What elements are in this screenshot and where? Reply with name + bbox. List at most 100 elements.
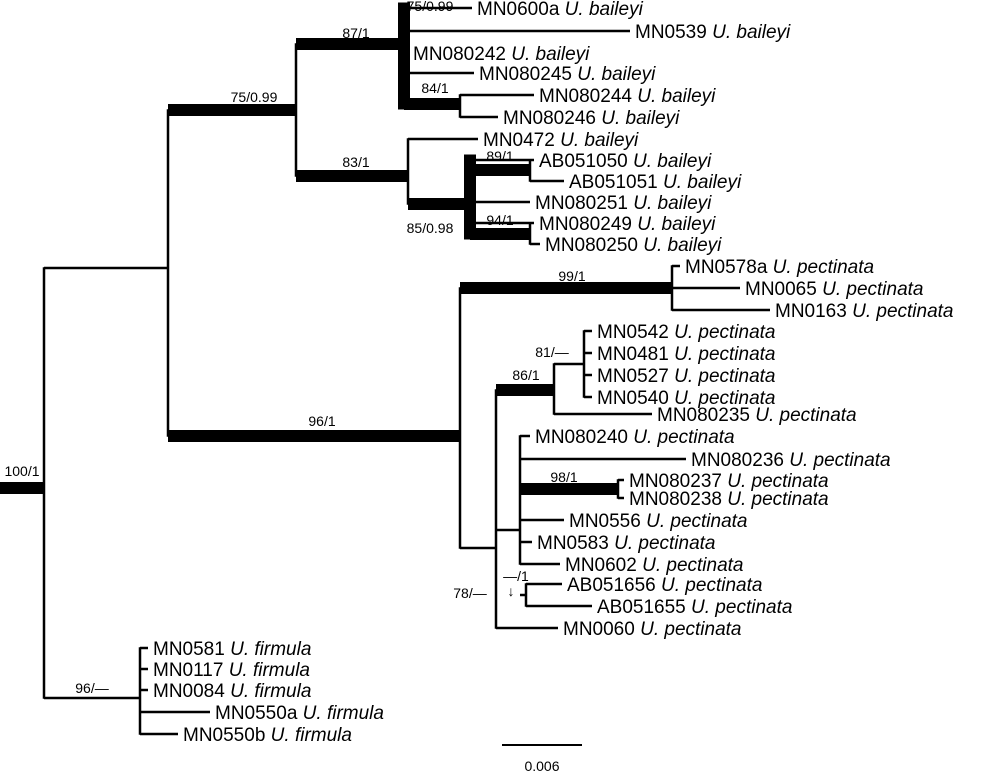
species-name: U. baileyi (663, 172, 742, 193)
tip-label: MN080251 U. baileyi (535, 193, 712, 214)
accession-id: MN080244 (539, 86, 637, 107)
accession-id: MN0583 (537, 533, 614, 554)
species-name: U. baileyi (601, 108, 680, 129)
species-name: U. pectinata (789, 450, 890, 471)
tip-label: MN0527 U. pectinata (597, 366, 776, 387)
species-name: U. baileyi (511, 44, 590, 65)
tip-label: MN0481 U. pectinata (597, 344, 776, 365)
species-name: U. pectinata (674, 366, 775, 387)
tip-label: MN080237 U. pectinata (629, 471, 829, 492)
support-value: 81/— (535, 344, 568, 360)
accession-id: MN0550a (215, 703, 303, 724)
accession-id: MN0481 (597, 344, 674, 365)
species-name: U. pectinata (822, 279, 923, 300)
support-value: 98/1 (550, 469, 577, 485)
tip-label: MN0084 U. firmula (153, 681, 311, 702)
species-name: U. firmula (230, 639, 311, 660)
species-name: U. pectinata (642, 555, 743, 576)
species-name: U. baileyi (565, 0, 644, 20)
species-name: U. pectinata (674, 344, 775, 365)
tip-label: MN080244 U. baileyi (539, 86, 716, 107)
scale-bar-label: 0.006 (524, 758, 559, 774)
tip-label: MN080245 U. baileyi (479, 64, 656, 85)
support-value: 96/1 (308, 413, 335, 429)
support-value: 100/1 (4, 463, 39, 479)
tip-label: MN080235 U. pectinata (657, 405, 857, 426)
tip-label: MN0117 U. firmula (153, 660, 310, 681)
support-value: 96/— (75, 680, 108, 696)
accession-id: MN0084 (153, 681, 230, 702)
support-value: —/1 (503, 568, 529, 584)
species-name: U. firmula (229, 660, 310, 681)
tip-label: MN0600a U. baileyi (477, 0, 644, 20)
tip-label: MN0578a U. pectinata (685, 257, 874, 278)
tip-label: MN080238 U. pectinata (629, 489, 829, 510)
accession-id: MN0527 (597, 366, 674, 387)
accession-id: MN0539 (635, 22, 712, 43)
accession-id: MN080240 (535, 427, 633, 448)
accession-id: MN080238 (629, 489, 727, 510)
tip-label: MN0556 U. pectinata (569, 511, 748, 532)
species-name: U. baileyi (577, 64, 656, 85)
accession-id: MN080249 (539, 214, 637, 235)
tip-label: MN0581 U. firmula (153, 639, 311, 660)
accession-id: MN0540 (597, 388, 674, 409)
accession-id: MN0117 (153, 660, 229, 681)
support-values: 100/1 75/0.99 87/1 75/0.99 84/1 83/1 85/0.98 89… (4, 0, 585, 696)
tip-label: MN0540 U. pectinata (597, 388, 776, 409)
tip-label: MN080249 U. baileyi (539, 214, 716, 235)
tree-branches (0, 2, 770, 736)
accession-id: MN0542 (597, 322, 674, 343)
support-value: 83/1 (342, 154, 369, 170)
support-value: 99/1 (558, 268, 585, 284)
accession-id: MN080242 (413, 44, 511, 65)
accession-id: MN0550b (183, 725, 271, 746)
accession-id: MN080251 (535, 193, 633, 214)
support-value: 85/0.98 (407, 220, 454, 236)
support-value: 94/1 (486, 212, 513, 228)
tip-label: AB051655 U. pectinata (597, 597, 792, 618)
species-name: U. pectinata (674, 388, 775, 409)
species-name: U. baileyi (637, 86, 716, 107)
species-name: U. baileyi (712, 22, 791, 43)
species-name: U. pectinata (727, 489, 828, 510)
tip-label: AB051656 U. pectinata (567, 575, 762, 596)
tip-label: MN0550b U. firmula (183, 725, 352, 746)
species-name: U. pectinata (852, 301, 953, 322)
accession-id: MN080237 (629, 471, 727, 492)
support-value: 87/1 (342, 25, 369, 41)
tip-label: MN080246 U. baileyi (503, 108, 680, 129)
species-name: U. pectinata (674, 322, 775, 343)
species-name: U. firmula (230, 681, 311, 702)
accession-id: MN0556 (569, 511, 646, 532)
tip-label: MN080242 U. baileyi (413, 44, 590, 65)
tip-label: MN0472 U. baileyi (483, 130, 639, 151)
species-name: U. baileyi (643, 235, 722, 256)
tip-label: MN0602 U. pectinata (565, 555, 744, 576)
tip-label: MN0539 U. baileyi (635, 22, 791, 43)
species-name: U. baileyi (633, 151, 712, 172)
tip-label: MN0163 U. pectinata (775, 301, 954, 322)
support-value: 84/1 (421, 80, 448, 96)
species-name: U. pectinata (727, 471, 828, 492)
accession-id: MN080246 (503, 108, 601, 129)
tip-label: MN0060 U. pectinata (563, 619, 742, 640)
species-name: U. pectinata (614, 533, 715, 554)
tip-label: MN080236 U. pectinata (691, 450, 891, 471)
accession-id: AB051050 (539, 151, 633, 172)
accession-id: MN0600a (477, 0, 565, 20)
accession-id: AB051655 (597, 597, 691, 618)
species-name: U. baileyi (637, 214, 716, 235)
accession-id: MN080236 (691, 450, 789, 471)
accession-id: MN0163 (775, 301, 852, 322)
tip-label: MN080240 U. pectinata (535, 427, 735, 448)
species-name: U. pectinata (755, 405, 856, 426)
accession-id: AB051656 (567, 575, 661, 596)
support-value: 78/— (453, 585, 486, 601)
tip-label: MN080250 U. baileyi (545, 235, 722, 256)
species-name: U. pectinata (773, 257, 874, 278)
species-name: U. pectinata (661, 575, 762, 596)
accession-id: MN0578a (685, 257, 773, 278)
